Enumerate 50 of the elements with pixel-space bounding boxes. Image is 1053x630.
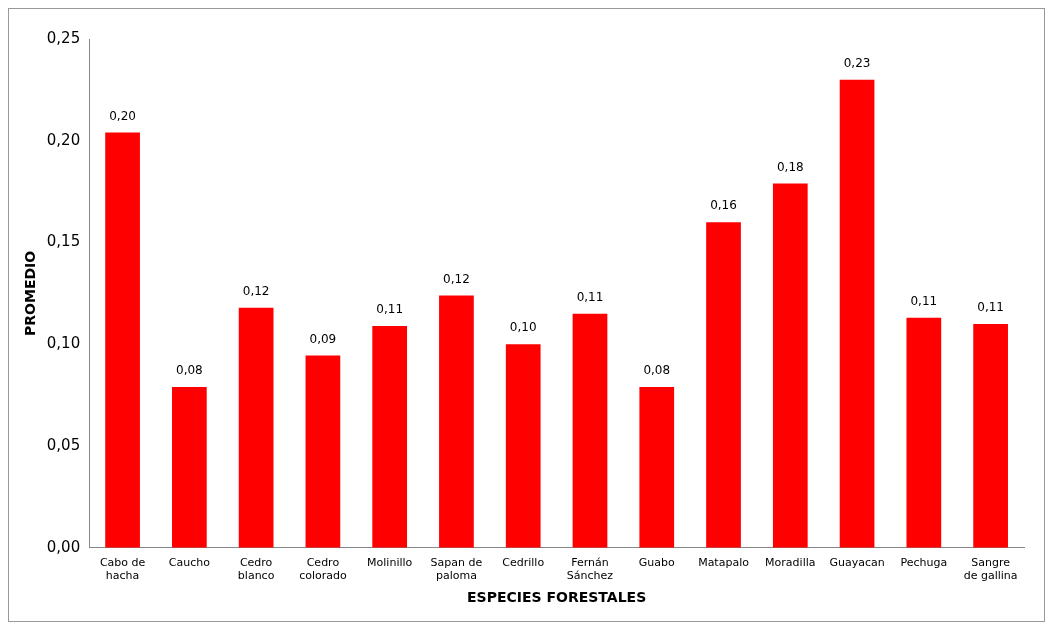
- bar: [906, 317, 942, 548]
- y-axis-title: PROMEDIO: [22, 250, 39, 336]
- x-tick-label: Fernán Sánchez: [566, 556, 614, 583]
- bar: [372, 325, 408, 548]
- bar: [505, 344, 541, 548]
- data-label: 0,09: [309, 331, 337, 346]
- data-label: 0,11: [576, 289, 604, 304]
- bar: [172, 387, 207, 548]
- y-tick-label: 0,00: [46, 537, 81, 556]
- x-tick-label: Molinillo: [367, 556, 413, 570]
- x-axis-title: ESPECIES FORESTALES: [466, 589, 647, 606]
- y-tick-label: 0,10: [46, 334, 81, 353]
- bar: [973, 323, 1008, 548]
- data-label: 0,20: [109, 108, 136, 123]
- bar: [772, 183, 808, 548]
- data-label: 0,10: [509, 320, 537, 335]
- data-label: 0,16: [710, 198, 737, 213]
- data-label: 0,08: [176, 363, 203, 378]
- x-tick-label: Guayacan: [829, 556, 885, 570]
- x-tick-label: Caucho: [168, 556, 211, 570]
- bar: [238, 307, 274, 548]
- data-label: 0,18: [776, 159, 804, 174]
- data-label: 0,12: [443, 271, 470, 286]
- bar: [839, 79, 875, 548]
- data-label: 0,12: [242, 283, 270, 298]
- x-tick-label: Guabo: [638, 556, 675, 570]
- data-label: 0,08: [643, 363, 671, 378]
- x-tick-label: Cabo de hacha: [99, 556, 146, 583]
- y-tick-label: 0,20: [46, 130, 81, 149]
- x-tick-label: Matapalo: [698, 556, 750, 570]
- y-tick-label: 0,05: [46, 435, 81, 454]
- x-tick-label: Sapan de paloma: [430, 556, 483, 583]
- bar: [439, 295, 474, 548]
- x-tick-label: Moradilla: [765, 556, 816, 570]
- y-tick-label: 0,15: [46, 232, 81, 251]
- bar: [572, 313, 608, 548]
- bar: [639, 387, 675, 548]
- x-tick-label: Cedrillo: [502, 556, 545, 570]
- data-label: 0,11: [977, 300, 1004, 315]
- bar: [305, 355, 341, 548]
- y-tick-label: 0,25: [46, 28, 81, 47]
- x-tick-label: Pechuga: [900, 556, 948, 570]
- x-tick-label: Cedro blanco: [237, 556, 275, 583]
- bar: [706, 222, 741, 548]
- data-label: 0,23: [843, 55, 871, 70]
- x-tick-label: Cedro colorado: [299, 556, 347, 583]
- bar: [105, 132, 140, 548]
- data-label: 0,11: [910, 293, 938, 308]
- x-tick-label: Sangre de gallina: [963, 556, 1018, 583]
- data-label: 0,11: [376, 302, 404, 317]
